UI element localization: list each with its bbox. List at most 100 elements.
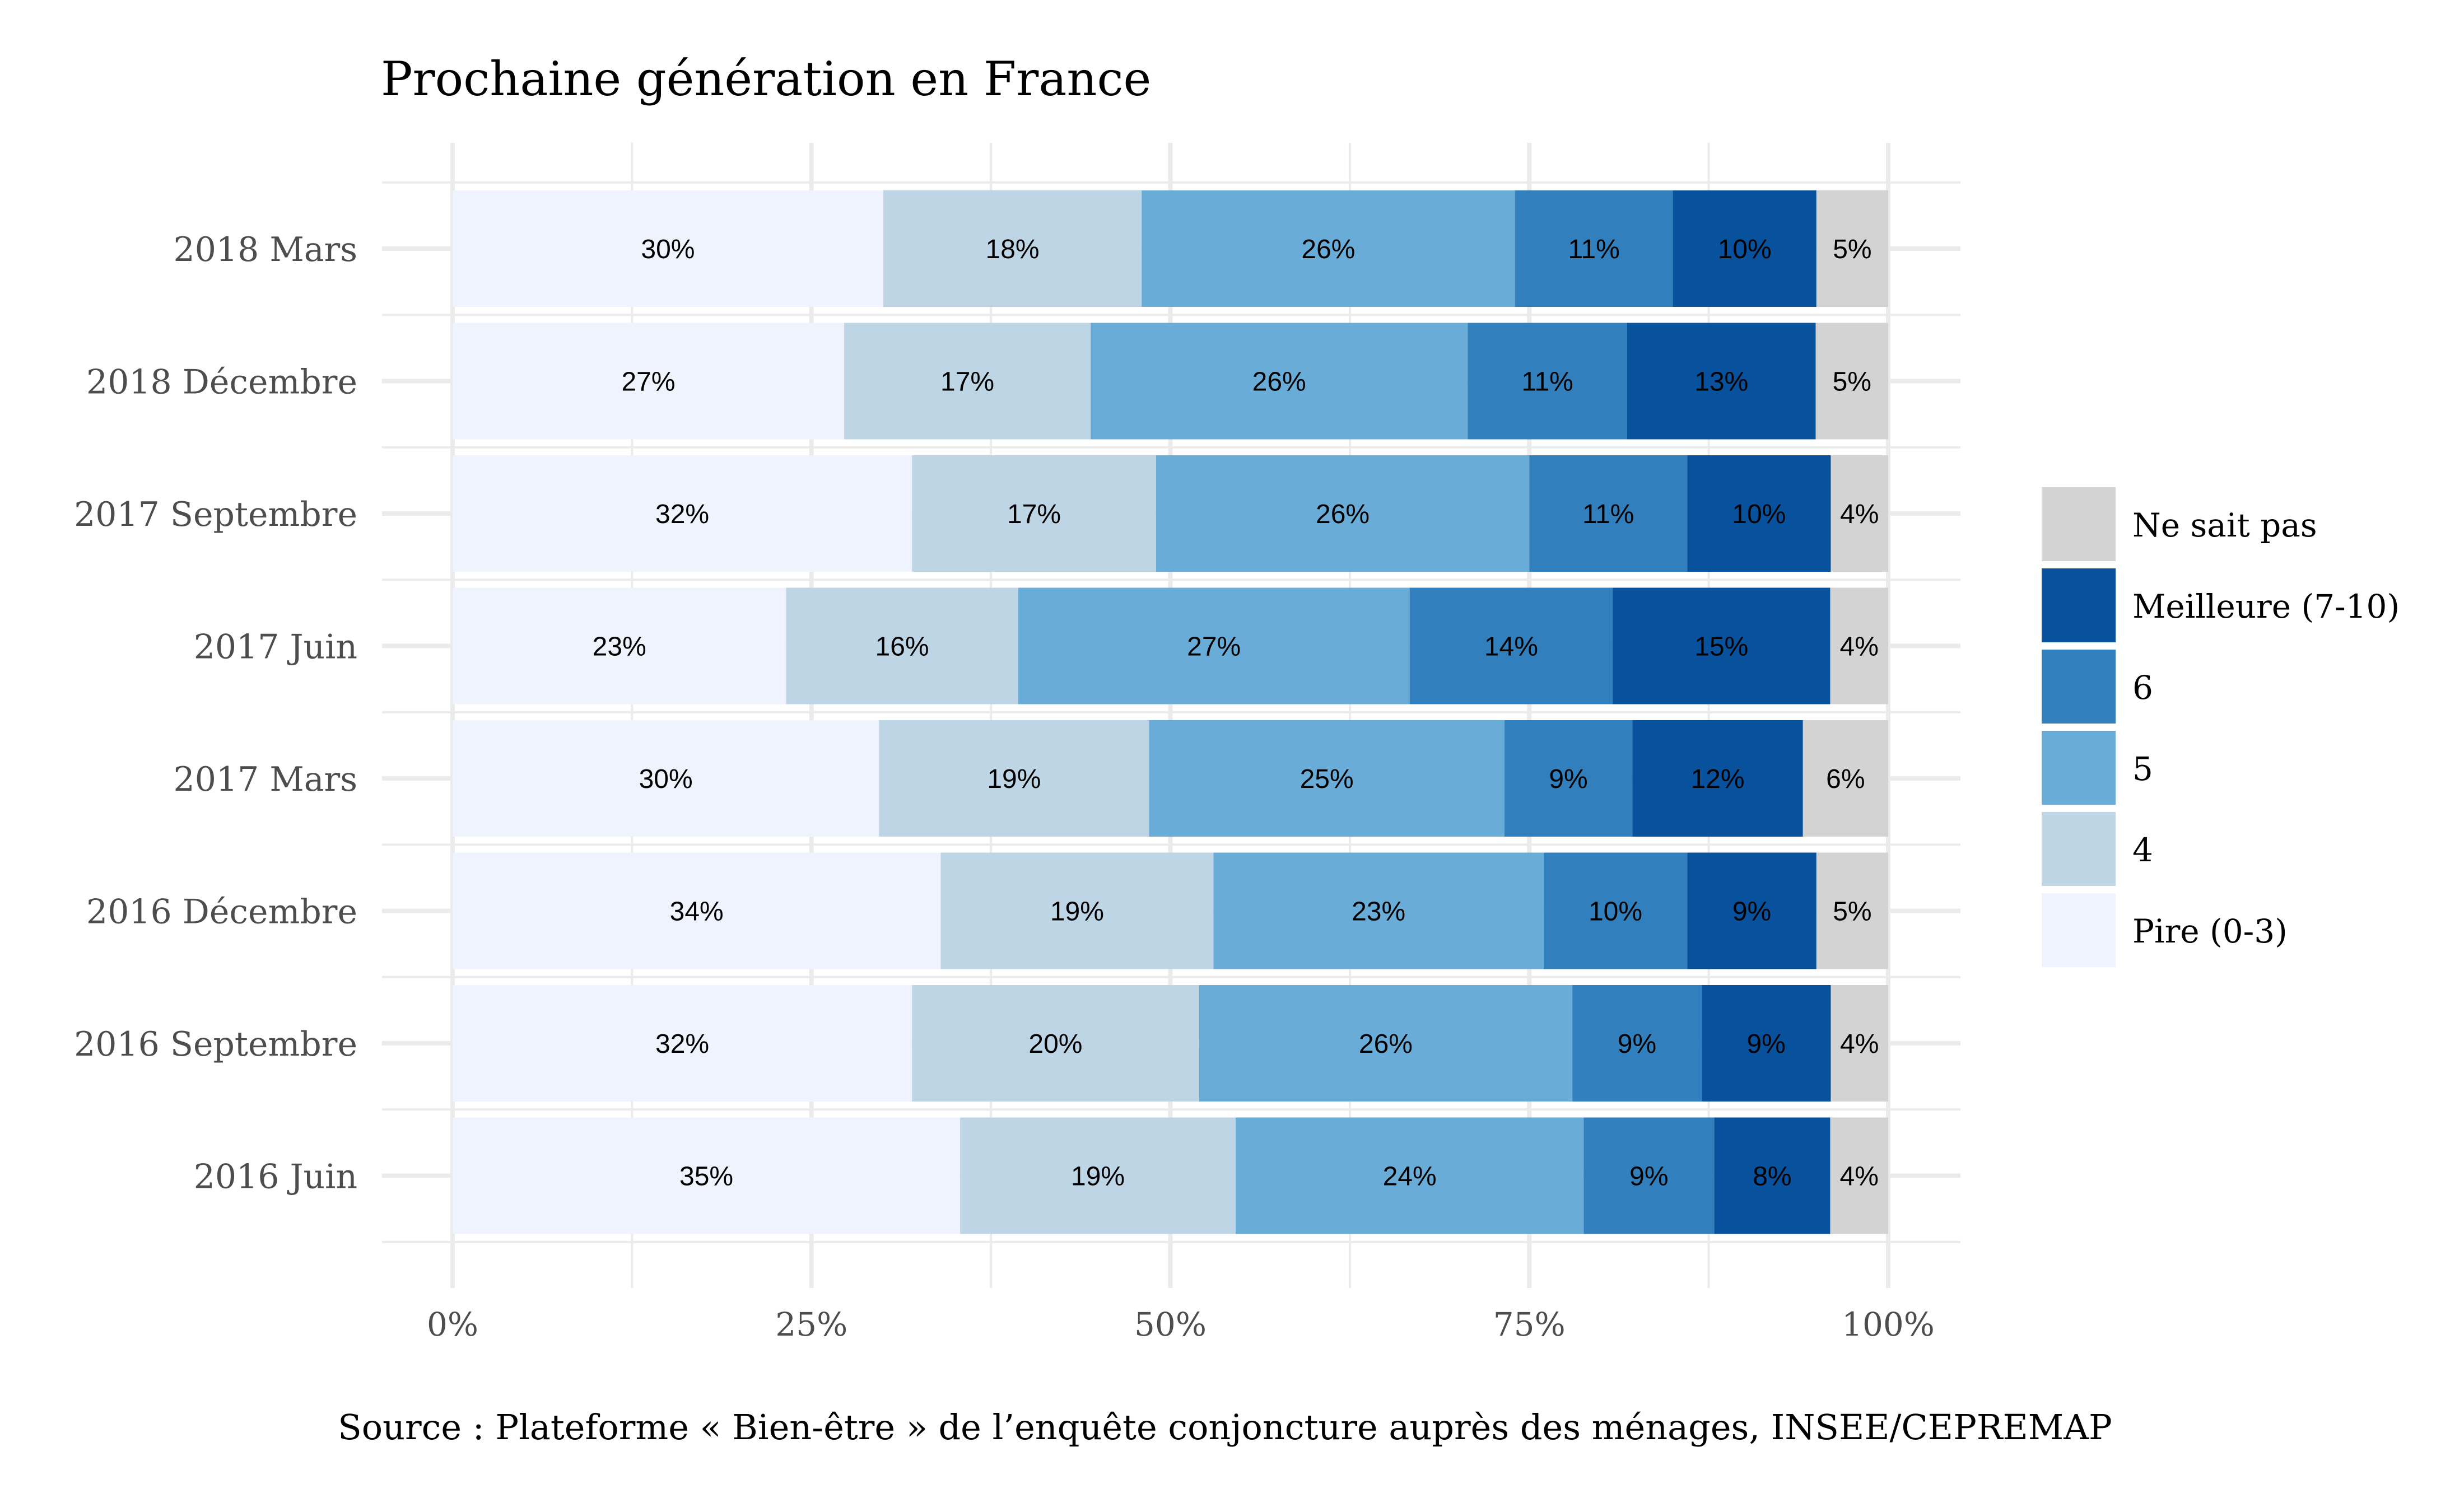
- bar-value-label: 9%: [1549, 764, 1587, 794]
- bar-segment: [786, 587, 1018, 704]
- legend-label: 5: [2132, 750, 2153, 788]
- bar-value-label: 10%: [1589, 897, 1642, 927]
- bar-value-label: 5%: [1833, 235, 1871, 264]
- bar-segment: [453, 323, 844, 440]
- bar-segment: [1816, 190, 1888, 307]
- bar-segment: [1543, 852, 1688, 969]
- bar-value-label: 19%: [1071, 1162, 1125, 1192]
- y-tick-label: 2018 Mars: [174, 230, 357, 269]
- legend-swatch: [2042, 650, 2116, 724]
- bar-segment: [844, 323, 1091, 440]
- y-tick-label: 2016 Décembre: [86, 893, 357, 932]
- bar-value-label: 11%: [1521, 367, 1573, 397]
- bar-value-label: 26%: [1252, 367, 1306, 397]
- chart-caption: Source : Plateforme « Bien-être » de l’e…: [338, 1407, 2112, 1448]
- bar-value-label: 8%: [1753, 1162, 1791, 1192]
- bar-segment: [1830, 455, 1888, 572]
- bar-segment: [912, 985, 1199, 1102]
- bar-value-label: 17%: [940, 367, 994, 397]
- bar-value-label: 26%: [1301, 235, 1355, 264]
- bar-segment: [453, 720, 879, 837]
- bar-segment: [1815, 323, 1888, 440]
- bar-value-label: 11%: [1568, 235, 1620, 264]
- legend-swatch: [2042, 812, 2116, 886]
- bar-value-label: 34%: [670, 897, 724, 927]
- bar-value-label: 35%: [679, 1162, 733, 1192]
- bar-value-label: 4%: [1840, 1029, 1879, 1059]
- bar-segment: [912, 455, 1156, 572]
- bar-value-label: 30%: [639, 764, 693, 794]
- grid-layer: [382, 143, 1960, 1288]
- y-tick-label: 2017 Septembre: [74, 495, 357, 534]
- bar-value-label: 26%: [1359, 1029, 1413, 1059]
- bar-value-label: 12%: [1690, 764, 1744, 794]
- bar-segment: [1142, 190, 1515, 307]
- legend-swatch: [2042, 893, 2116, 967]
- bar-segment: [1673, 190, 1816, 307]
- bar-value-label: 9%: [1732, 897, 1771, 927]
- bar-value-label: 4%: [1840, 632, 1879, 662]
- bar-segment: [1213, 852, 1544, 969]
- bar-value-label: 10%: [1718, 235, 1772, 264]
- bar-value-label: 32%: [655, 1029, 709, 1059]
- bar-segment: [1627, 323, 1816, 440]
- legend-swatch: [2042, 731, 2116, 805]
- bar-value-label: 18%: [986, 235, 1040, 264]
- axes-layer: 2018 Mars 2018 Décembre 2017 Septembre 2017…: [74, 230, 1935, 1343]
- bar-segment: [453, 985, 912, 1102]
- labels-layer: 30% 18% 26% 11% 10% 5% 27% 17% 26% 11% 13% 5% 32% 17%…: [593, 235, 1879, 1192]
- bar-value-label: 26%: [1316, 500, 1370, 529]
- bar-value-label: 32%: [655, 500, 709, 529]
- bar-value-label: 5%: [1833, 367, 1871, 397]
- bar-segment: [1091, 323, 1468, 440]
- chart-title: Prochaine génération en France: [381, 52, 1151, 106]
- bar-value-label: 11%: [1582, 500, 1634, 529]
- bar-segment: [1515, 190, 1673, 307]
- bar-segment: [1149, 720, 1505, 837]
- bar-segment: [1613, 587, 1830, 704]
- y-tick-label: 2017 Juin: [194, 628, 357, 667]
- bar-value-label: 6%: [1826, 764, 1865, 794]
- y-tick-label: 2016 Septembre: [74, 1025, 357, 1064]
- bar-value-label: 19%: [987, 764, 1041, 794]
- y-tick-label: 2016 Juin: [194, 1158, 357, 1197]
- bar-value-label: 30%: [641, 235, 695, 264]
- bar-segment: [1468, 323, 1627, 440]
- bar-segment: [883, 190, 1142, 307]
- legend-label: Pire (0-3): [2132, 912, 2288, 950]
- bar-segment: [1583, 1117, 1715, 1234]
- bar-value-label: 17%: [1007, 500, 1061, 529]
- bar-segment: [879, 720, 1149, 837]
- bar-segment: [453, 852, 941, 969]
- bar-value-label: 4%: [1840, 500, 1879, 529]
- bar-value-label: 13%: [1694, 367, 1748, 397]
- bar-segment: [453, 587, 786, 704]
- legend-label: Ne sait pas: [2132, 506, 2317, 544]
- bars-layer: [453, 190, 1888, 1234]
- bar-segment: [1504, 720, 1633, 837]
- bar-segment: [1632, 720, 1803, 837]
- bar-segment: [1018, 587, 1410, 704]
- bar-segment: [1409, 587, 1613, 704]
- bar-segment: [453, 190, 883, 307]
- bar-segment: [960, 1117, 1236, 1234]
- bar-segment: [1714, 1117, 1830, 1234]
- bar-segment: [1830, 1117, 1888, 1234]
- legend: Ne sait pas Meilleure (7-10) 6 5 4 Pire (0-3): [2042, 487, 2400, 967]
- x-tick-label: 0%: [427, 1305, 478, 1343]
- bar-value-label: 9%: [1618, 1029, 1656, 1059]
- bar-value-label: 24%: [1383, 1162, 1437, 1192]
- bar-value-label: 9%: [1629, 1162, 1668, 1192]
- x-tick-label: 100%: [1842, 1305, 1935, 1343]
- bar-segment: [1701, 985, 1831, 1102]
- bar-value-label: 25%: [1300, 764, 1354, 794]
- bar-segment: [1236, 1117, 1584, 1234]
- bar-segment: [1687, 455, 1831, 572]
- bar-segment: [1830, 587, 1888, 704]
- bar-value-label: 10%: [1732, 500, 1786, 529]
- x-tick-label: 50%: [1134, 1305, 1207, 1343]
- bar-segment: [1687, 852, 1816, 969]
- bar-segment: [1816, 852, 1888, 969]
- bar-segment: [1199, 985, 1573, 1102]
